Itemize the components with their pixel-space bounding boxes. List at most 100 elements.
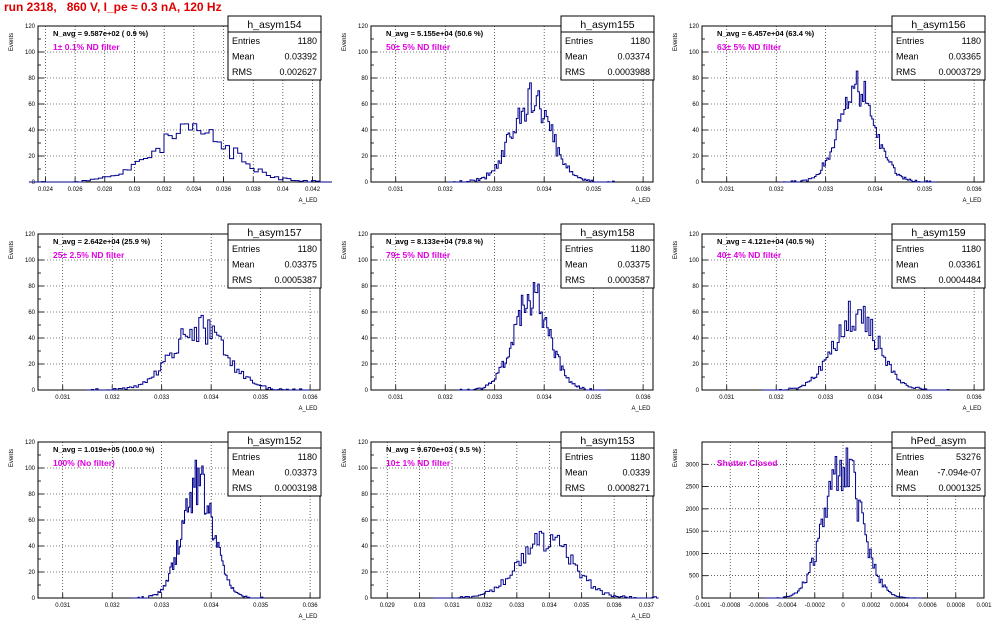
x-tick-label: 0.034 — [868, 395, 884, 401]
x-axis-label: A_LED — [962, 198, 982, 204]
y-tick-label: 0 — [365, 596, 369, 602]
histogram-series — [86, 314, 311, 391]
y-tick-label: 2500 — [686, 485, 700, 491]
x-tick-label: 0.034 — [542, 603, 558, 609]
x-axis-label: A_LED — [631, 614, 651, 620]
stat-value: 1180 — [962, 244, 981, 254]
y-tick-label: 120 — [25, 232, 36, 238]
x-tick-label: 0.034 — [537, 187, 553, 193]
x-tick-label: 0.034 — [204, 603, 220, 609]
filter-label: 1± 0.1% ND filter — [53, 42, 120, 52]
stat-key: RMS — [896, 483, 916, 493]
x-tick-label: 0.04 — [277, 187, 289, 193]
stat-key: Entries — [232, 244, 261, 254]
y-tick-label: 80 — [28, 284, 35, 290]
stat-value: -7.094e-07 — [937, 468, 981, 478]
filter-label: 40± 4% ND filter — [717, 250, 782, 260]
stat-key: Mean — [232, 468, 255, 478]
x-tick-label: 0.036 — [636, 395, 652, 401]
stat-key: RMS — [232, 483, 252, 493]
y-axis-label: Events — [342, 33, 348, 51]
stat-value: 0.03373 — [284, 468, 317, 478]
histogram-name: h_asym152 — [247, 435, 301, 447]
x-tick-label: 0.033 — [154, 395, 170, 401]
histogram-name: h_asym157 — [247, 227, 301, 239]
y-tick-label: 100 — [689, 258, 700, 264]
y-tick-label: 20 — [361, 154, 368, 160]
x-tick-label: 0.035 — [917, 395, 933, 401]
histogram-panel-h_asym156: 0.031 0.032 0.033 0.034 0.035 0.036 0 20 40 60 80 1… — [664, 14, 996, 222]
stats-box: h_asym157 Entries 1180 Mean 0.03375 RMS 0.0005… — [227, 223, 322, 289]
x-tick-label: 0.032 — [769, 187, 785, 193]
stats-box: h_asym154 Entries 1180 Mean 0.03392 RMS 0.0026… — [227, 15, 322, 81]
x-tick-label: 0.0002 — [862, 603, 881, 609]
y-axis-label: Events — [673, 449, 679, 467]
stat-key: Entries — [565, 452, 594, 462]
stat-key: RMS — [565, 483, 585, 493]
y-tick-label: 80 — [361, 76, 368, 82]
x-axis-label: A_LED — [631, 198, 651, 204]
y-tick-label: 120 — [25, 24, 36, 30]
n-avg-annotation: N_avg = 5.155e+04 (50.6 %) — [386, 29, 484, 38]
stat-value: 0.0339 — [622, 468, 650, 478]
n-avg-annotation: N_avg = 9.587e+02 ( 0.9 %) — [53, 29, 149, 38]
filter-label: 79± 5% ND filter — [386, 250, 451, 260]
n-avg-annotation: N_avg = 2.642e+04 (25.9 %) — [53, 237, 151, 246]
y-tick-label: 20 — [28, 570, 35, 576]
histogram-series — [457, 282, 607, 391]
filter-label: Shutter Closed — [717, 458, 777, 468]
x-tick-label: 0.031 — [55, 603, 71, 609]
x-tick-label: 0.024 — [38, 187, 54, 193]
x-tick-label: 0.032 — [105, 603, 121, 609]
histogram-name: h_asym155 — [580, 19, 634, 31]
y-axis-label: Events — [9, 241, 15, 259]
stat-value: 53276 — [956, 452, 981, 462]
y-tick-label: 20 — [361, 570, 368, 576]
y-axis-label: Events — [342, 449, 348, 467]
y-tick-label: 120 — [689, 24, 700, 30]
y-tick-label: 40 — [361, 128, 368, 134]
y-tick-label: 100 — [689, 50, 700, 56]
histogram-name: hPed_asym — [911, 435, 967, 447]
y-axis-label: Events — [673, 33, 679, 51]
x-tick-label: 0.036 — [967, 187, 983, 193]
stat-value: 0.002627 — [279, 67, 317, 77]
x-tick-label: 0.034 — [868, 187, 884, 193]
x-tick-label: 0.036 — [607, 603, 623, 609]
n-avg-annotation: N_avg = 8.133e+04 (79.8 %) — [386, 237, 484, 246]
stat-key: Mean — [232, 52, 255, 62]
x-axis-label: A_LED — [298, 198, 318, 204]
y-tick-label: 20 — [692, 154, 699, 160]
x-tick-label: 0.029 — [380, 603, 396, 609]
y-tick-label: 1000 — [686, 551, 700, 557]
histogram-series — [131, 459, 265, 599]
y-tick-label: 100 — [25, 466, 36, 472]
y-tick-label: 500 — [689, 574, 700, 580]
y-tick-label: 2000 — [686, 507, 700, 513]
stat-key: RMS — [565, 67, 585, 77]
stat-key: RMS — [232, 67, 252, 77]
histogram-panel-h_asym159: 0.031 0.032 0.033 0.034 0.035 0.036 0 20 40 60 80 1… — [664, 222, 996, 430]
x-tick-label: 0.031 — [388, 187, 404, 193]
y-tick-label: 60 — [361, 102, 368, 108]
histogram-svg: 0.031 0.032 0.033 0.034 0.035 0.036 0 20 40 60 80 1… — [342, 15, 655, 204]
filter-label: 10± 1% ND filter — [386, 458, 451, 468]
x-tick-label: 0.033 — [818, 395, 834, 401]
stat-key: Mean — [565, 52, 588, 62]
filter-label: 100% (No filter) — [53, 458, 115, 468]
x-tick-label: 0.033 — [487, 395, 503, 401]
y-tick-label: 40 — [692, 336, 699, 342]
x-tick-label: 0.035 — [586, 395, 602, 401]
y-tick-label: 60 — [361, 310, 368, 316]
histogram-series — [764, 447, 922, 599]
y-tick-label: 80 — [361, 492, 368, 498]
histogram-name: h_asym153 — [580, 435, 634, 447]
y-axis-label: Events — [342, 241, 348, 259]
histogram-series — [780, 70, 936, 183]
x-tick-label: 0.037 — [639, 603, 655, 609]
y-tick-label: 40 — [28, 128, 35, 134]
x-tick-label: 0.032 — [105, 395, 121, 401]
histogram-series — [448, 82, 615, 183]
y-tick-label: 20 — [28, 154, 35, 160]
stat-key: RMS — [896, 275, 916, 285]
